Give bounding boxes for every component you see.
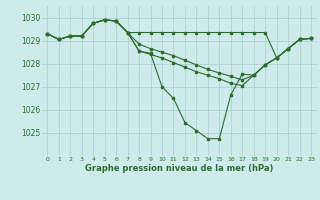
- X-axis label: Graphe pression niveau de la mer (hPa): Graphe pression niveau de la mer (hPa): [85, 164, 273, 173]
